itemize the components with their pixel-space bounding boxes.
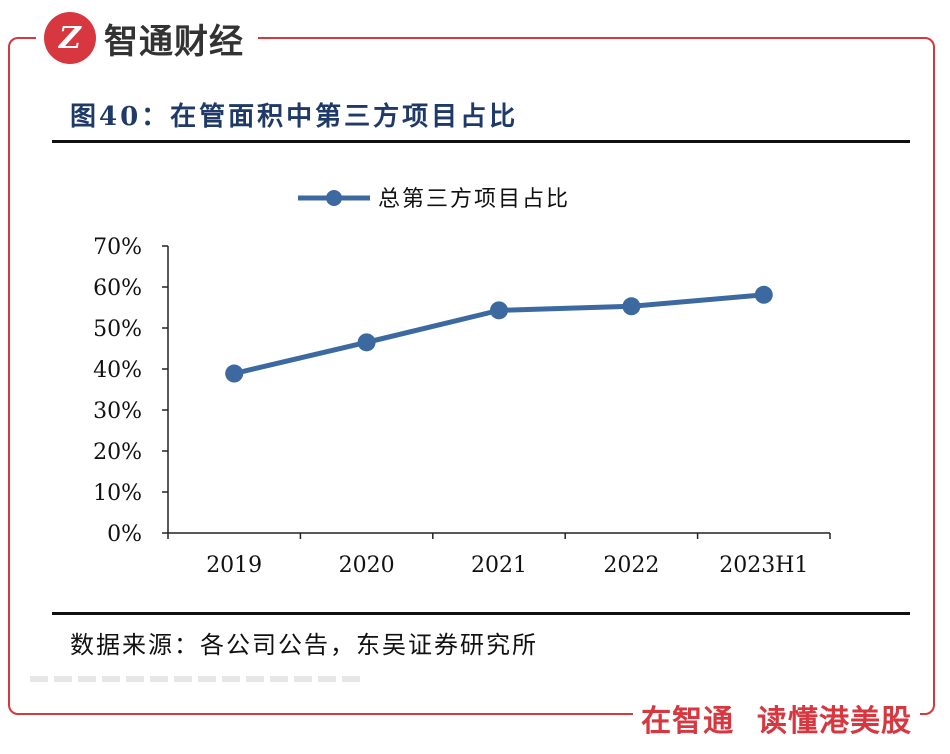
brand-header: Z 智通财经 (36, 10, 258, 66)
x-tick-label: 2019 (206, 553, 262, 578)
legend-marker (326, 190, 342, 206)
x-tick-label: 2022 (603, 553, 659, 578)
chart-axes (167, 246, 830, 534)
y-tick-label: 20% (93, 440, 142, 465)
data-point-2021 (490, 301, 508, 320)
data-point-2023H1 (754, 285, 773, 304)
data-point-2022 (622, 297, 641, 316)
data-point-2019 (225, 364, 244, 383)
y-tick-label: 40% (93, 358, 142, 383)
brand-logo-icon: Z (44, 12, 96, 64)
chart-ticks: 0% 10% 20% 30% 40% 50% 60% 70% 2019 2020 2021 2022 2… (93, 235, 831, 578)
legend-label: 总第三方项目占比 (378, 187, 570, 212)
card-frame (8, 37, 935, 715)
x-tick-label: 2020 (339, 553, 395, 578)
y-tick-label: 30% (93, 399, 142, 424)
source-divider (52, 612, 910, 615)
chart-series (225, 285, 773, 383)
data-point-2020 (357, 333, 376, 352)
figure-title: 图40：在管面积中第三方项目占比 (70, 102, 519, 132)
brand-name: 智通财经 (104, 21, 244, 62)
slogan-banner: 在智通 读懂港美股 (633, 696, 920, 740)
x-tick-label: 2021 (471, 553, 527, 578)
y-tick-label: 10% (93, 481, 142, 506)
x-tick-label: 2023H1 (719, 553, 808, 578)
y-tick-label: 50% (93, 317, 142, 342)
chart-legend: 总第三方项目占比 (298, 187, 570, 212)
y-tick-label: 0% (107, 522, 142, 547)
title-divider (52, 140, 910, 143)
faint-footnote (30, 676, 360, 682)
data-source: 数据来源：各公司公告，东吴证券研究所 (70, 631, 538, 659)
slogan-text: 在智通 读懂港美股 (641, 704, 912, 739)
y-tick-label: 70% (93, 235, 142, 260)
y-tick-label: 60% (93, 276, 142, 301)
